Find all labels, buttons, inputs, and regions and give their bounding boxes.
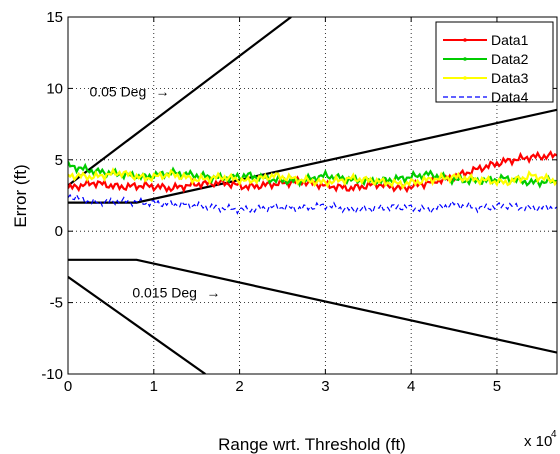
reference-line-2	[68, 17, 292, 187]
axis-ticks: 0 1 2 3 4 5 -10 -5 0 5 10 15	[41, 9, 557, 395]
series-lines	[68, 149, 557, 215]
x-tick-label: 5	[493, 378, 501, 395]
y-tick-label: -10	[41, 366, 63, 383]
legend-label-data1: Data1	[491, 32, 529, 48]
reference-lines	[68, 17, 557, 374]
annotation-1-arrow: →	[206, 285, 220, 301]
series-line-data1	[68, 149, 557, 194]
grid	[68, 17, 557, 374]
y-tick-label: 5	[55, 152, 63, 169]
series-line-data3	[68, 167, 557, 190]
reference-line-3	[68, 276, 206, 374]
x-axis-title: Range wrt. Threshold (ft)	[218, 435, 406, 454]
annotation-0: 0.05 Deg	[89, 83, 146, 99]
x-tick-label: 0	[64, 378, 72, 395]
legend-label-data4: Data4	[491, 89, 529, 105]
x-multiplier-label: x 10	[524, 433, 552, 450]
legend-marker-data1	[463, 38, 467, 42]
y-tick-label: 15	[46, 9, 63, 26]
x-tick-label: 3	[321, 378, 329, 395]
reference-line-0	[68, 108, 557, 204]
y-tick-label: 10	[46, 80, 63, 97]
annotation-0-arrow: →	[155, 83, 169, 99]
series-line-data2	[68, 161, 557, 189]
x-tick-label: 4	[407, 378, 415, 395]
legend-label-data3: Data3	[491, 70, 529, 86]
plot-frame	[67, 16, 558, 375]
x-multiplier-exponent: 4	[551, 429, 557, 440]
reference-line-1	[68, 258, 557, 354]
legend-label-data2: Data2	[491, 51, 529, 67]
x-tick-label: 2	[235, 378, 243, 395]
series-line-data4	[68, 193, 557, 215]
y-tick-label: 0	[55, 223, 63, 240]
annotation-1: 0.015 Deg	[132, 285, 197, 301]
legend: Data1 Data2 Data3 Data4	[435, 21, 554, 105]
legend-marker-data3	[463, 76, 467, 80]
legend-marker-data2	[463, 57, 467, 61]
y-axis-title: Error (ft)	[11, 164, 30, 227]
legend-box	[435, 21, 554, 103]
y-tick-label: -5	[50, 295, 63, 312]
x-tick-label: 1	[150, 378, 158, 395]
